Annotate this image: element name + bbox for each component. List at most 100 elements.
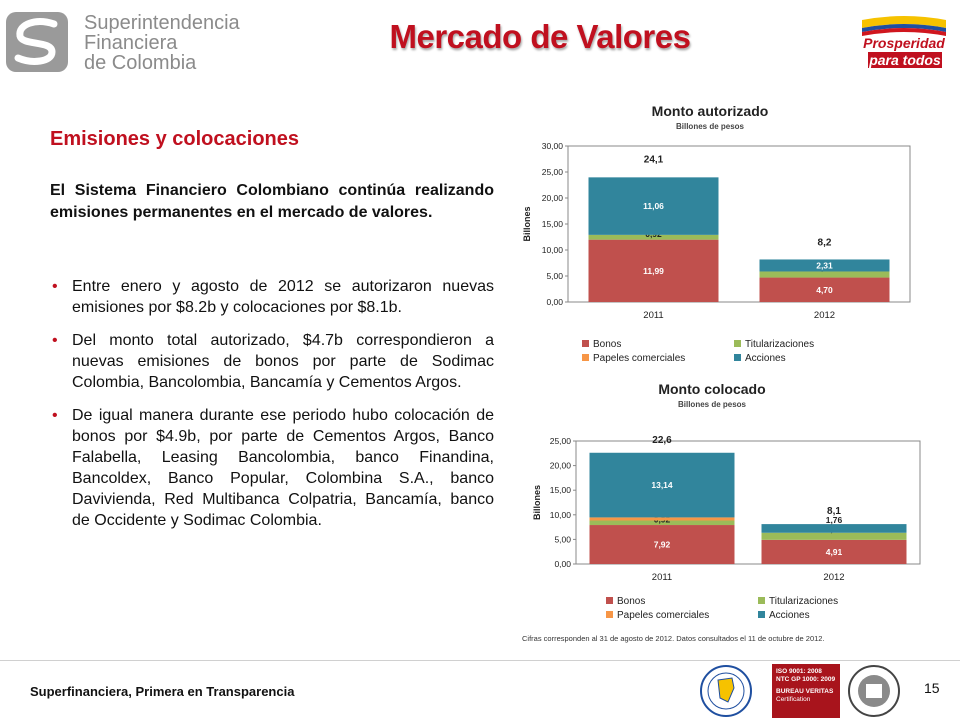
legend-swatch: [582, 354, 589, 361]
legend-entry: Papeles comerciales: [593, 353, 685, 364]
bar-segment-titularizaciones: [761, 532, 907, 540]
total-label: 24,1: [644, 155, 664, 166]
total-label: 22,6: [652, 435, 672, 446]
y-tick-label: 25,00: [542, 167, 564, 177]
legend-entry: Bonos: [617, 596, 645, 607]
superfinanciera-logo: Superintendencia Financiera de Colombia: [6, 10, 240, 74]
bar-segment-titularizaciones: [759, 271, 890, 278]
legend-entry: Titularizaciones: [745, 339, 814, 350]
bar-segment-bonos: [761, 539, 907, 564]
chart-subtitle: Billones de pesos: [678, 400, 747, 409]
data-label: 1,76: [826, 515, 843, 525]
page-title: Mercado de Valores: [389, 18, 691, 55]
legend-swatch: [734, 354, 741, 361]
prosperidad-line-2: para todos: [868, 52, 941, 68]
cert-line-3: BUREAU VERITAS: [776, 688, 834, 695]
chart-monto-autorizado: Monto autorizado Billones de pesos Billone…: [522, 103, 911, 364]
logo-mark-icon: [6, 12, 68, 72]
prosperidad-logo: Prosperidad para todos: [858, 14, 950, 70]
footer-slogan: Superfinanciera, Primera en Transparenci…: [30, 684, 295, 699]
bullet-item: • Entre enero y agosto de 2012 se autoriz…: [50, 276, 494, 318]
legend-entry: Titularizaciones: [769, 596, 838, 607]
data-label: 2,31: [816, 260, 833, 270]
chart-title: Monto autorizado: [652, 103, 769, 119]
data-label: 11,99: [643, 266, 664, 276]
bar-segment-titularizaciones: [588, 234, 719, 240]
prosperidad-line-1: Prosperidad: [863, 35, 945, 51]
total-label: 8,2: [818, 237, 832, 248]
bar-segment-bonos: [588, 239, 719, 302]
bar-segment-bonos: [589, 525, 735, 564]
iso-certification-badge: ISO 9001: 2008 NTC GP 1000: 2009 BUREAU …: [772, 664, 840, 718]
data-label: 4,70: [816, 285, 833, 295]
page-number: 15: [924, 680, 940, 696]
bullet-text: De igual manera durante ese periodo hubo…: [72, 407, 494, 529]
y-tick-label: 5,00: [554, 534, 571, 544]
prosperidad-flag-icon: Prosperidad para todos: [862, 16, 946, 68]
legend-swatch: [606, 611, 613, 618]
bullet-text: Del monto total autorizado, $4.7b corres…: [72, 332, 494, 391]
seal-icon: [700, 665, 752, 717]
bullet-dot-icon: •: [52, 278, 58, 295]
y-tick-label: 20,00: [550, 461, 572, 471]
chart-source-note: Cifras corresponden al 31 de agosto de 2…: [522, 634, 825, 643]
chart-subtitle: Billones de pesos: [676, 122, 745, 131]
bullet-dot-icon: •: [52, 332, 58, 349]
bullet-item: • De igual manera durante ese periodo hub…: [50, 405, 494, 531]
logo-line-1: Superintendencia: [84, 12, 240, 34]
bar-segment-acciones: [761, 524, 907, 533]
total-label: 8,1: [827, 506, 841, 517]
y-tick-label: 5,00: [546, 271, 563, 281]
y-axis-label: Billones: [532, 485, 542, 520]
y-tick-label: 15,00: [550, 485, 572, 495]
bullet-text: Entre enero y agosto de 2012 se autoriza…: [72, 278, 494, 316]
government-seal: [698, 664, 754, 718]
y-tick-label: 10,00: [542, 245, 564, 255]
bureau-veritas-icon: [848, 665, 900, 717]
data-label: 4,91: [826, 547, 843, 557]
plot-area: [575, 440, 921, 565]
data-label: 13,14: [651, 480, 673, 490]
legend-entry: Bonos: [593, 339, 621, 350]
legend-entry: Acciones: [745, 353, 786, 364]
legend-swatch: [606, 597, 613, 604]
cert-line-1: ISO 9001: 2008: [776, 668, 822, 675]
x-tick-label: 2012: [823, 572, 844, 583]
bullet-dot-icon: •: [52, 407, 58, 424]
intro-paragraph: El Sistema Financiero Colombiano continú…: [50, 182, 494, 221]
legend-entry: Acciones: [769, 610, 810, 621]
bar-segment-titularizaciones: [589, 520, 735, 526]
cert-line-4: Certification: [776, 696, 811, 703]
legend-swatch: [758, 597, 765, 604]
y-axis-label: Billones: [522, 206, 532, 241]
y-tick-label: 30,00: [542, 141, 564, 151]
y-tick-label: 0,00: [554, 559, 571, 569]
page-title-wrap: Mercado de Valores: [300, 18, 780, 68]
x-tick-label: 2012: [814, 310, 835, 321]
legend-swatch: [758, 611, 765, 618]
data-label: 11,06: [643, 201, 664, 211]
legend-entry: Papeles comerciales: [617, 610, 709, 621]
bureau-veritas-seal: [846, 664, 902, 718]
y-tick-label: 0,00: [546, 297, 563, 307]
x-tick-label: 2011: [643, 310, 663, 321]
bullet-item: • Del monto total autorizado, $4.7b corre…: [50, 330, 494, 393]
legend-swatch: [582, 340, 589, 347]
y-tick-label: 15,00: [542, 219, 564, 229]
data-label: 7,92: [654, 540, 671, 550]
bullet-list: • Entre enero y agosto de 2012 se autoriz…: [50, 276, 494, 543]
footer-divider: [0, 660, 960, 661]
bar-segment-acciones: [589, 452, 735, 518]
bar-segment-bonos: [759, 277, 890, 302]
logo-line-3: de Colombia: [84, 52, 197, 74]
bar-segment-papeles: [589, 517, 735, 521]
y-tick-label: 25,00: [550, 436, 572, 446]
bar-segment-acciones: [759, 259, 890, 272]
chart-monto-colocado: Monto colocado Billones de pesos Billones 0…: [532, 381, 921, 621]
chart-title: Monto colocado: [658, 381, 765, 397]
legend-swatch: [734, 340, 741, 347]
cert-line-2: NTC GP 1000: 2009: [776, 676, 836, 683]
x-tick-label: 2011: [652, 572, 672, 583]
y-tick-label: 20,00: [542, 193, 564, 203]
section-title: Emisiones y colocaciones: [50, 128, 299, 150]
